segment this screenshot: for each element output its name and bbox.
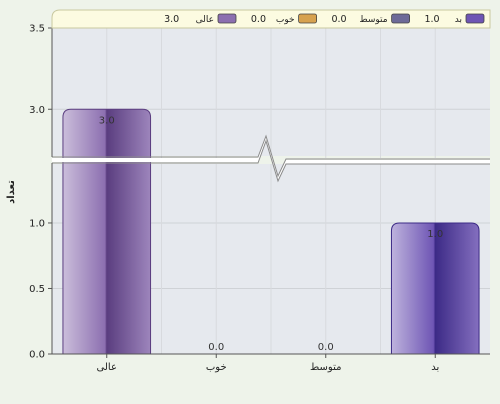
y-tick-label: 0.5	[29, 284, 45, 295]
value-label: 1.0	[427, 229, 443, 240]
y-tick-label: 0.0	[29, 350, 45, 361]
axis-break-band	[52, 136, 490, 180]
legend-value: 0.0	[251, 14, 266, 25]
axis-break-top-line	[52, 134, 490, 178]
y-tick-label: 3.5	[29, 24, 45, 35]
legend-label: عالی	[196, 15, 214, 25]
x-axis-ticks: عالی خوب متوسط بد	[97, 354, 439, 373]
y-tick-label: 3.0	[29, 105, 45, 116]
legend-box	[51, 9, 491, 29]
x-tick-label: بد	[431, 362, 439, 373]
value-labels: 3.0 0.0 0.0 1.0	[99, 115, 443, 353]
y-axis-ticks: 0.0 0.5 1.0 3.0 3.5	[29, 24, 52, 361]
value-label: 3.0	[99, 115, 115, 126]
value-label: 0.0	[318, 342, 334, 353]
y-axis-title: تعداد	[6, 180, 17, 204]
legend-swatch	[217, 13, 237, 24]
value-label: 0.0	[208, 342, 224, 353]
x-tick-label: عالی	[97, 362, 117, 373]
y-tick-label: 1.0	[29, 218, 45, 229]
legend-label: متوسط	[359, 15, 387, 25]
axis-break-bottom-line	[52, 139, 490, 183]
legend-value: 3.0	[164, 14, 179, 25]
legend-swatch	[465, 13, 485, 24]
bar-0	[62, 108, 152, 355]
legend-swatch	[298, 13, 318, 24]
legend-label: خوب	[276, 15, 295, 25]
legend-value: 1.0	[424, 14, 439, 25]
bar-3	[390, 222, 480, 355]
x-tick-label: خوب	[206, 362, 227, 373]
bars-group	[62, 108, 480, 355]
legend: بد 1.0 متوسط 0.0 خوب 0.0 عالی 3.0	[51, 9, 491, 29]
legend-label: بد	[455, 15, 462, 25]
axis-break	[52, 134, 490, 183]
legend-swatch	[391, 13, 411, 24]
legend-value: 0.0	[331, 14, 346, 25]
x-tick-label: متوسط	[310, 362, 341, 373]
